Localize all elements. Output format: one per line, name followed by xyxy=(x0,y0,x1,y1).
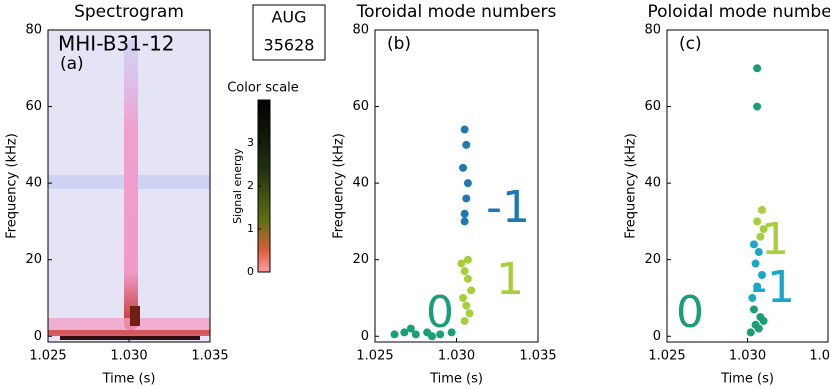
mode-point xyxy=(460,125,469,134)
mode-point xyxy=(463,274,472,283)
y-tick-label: 80 xyxy=(644,23,661,38)
y-tick-label: 40 xyxy=(352,176,369,191)
mode-point xyxy=(754,248,763,257)
colorbar-tick-label: 2 xyxy=(247,179,254,192)
spectrogram-image xyxy=(48,30,210,342)
label-box: AUG 35628 xyxy=(252,4,326,61)
x-tick-label: 1.035 xyxy=(809,349,830,364)
mode-point xyxy=(757,271,766,280)
mode-point xyxy=(756,232,765,241)
x-axis-label: Time (s) xyxy=(429,372,483,387)
mode-label: 1 xyxy=(761,214,789,265)
mode-point xyxy=(749,240,758,249)
mode-point xyxy=(748,293,757,302)
mode-point xyxy=(753,282,762,291)
y-tick-label: 60 xyxy=(352,99,369,114)
y-tick-label: 0 xyxy=(34,329,42,344)
panel-title: Poloidal mode numbers xyxy=(647,2,830,22)
shot-number: 35628 xyxy=(264,36,315,55)
mode-point xyxy=(400,328,409,337)
y-tick-label: 20 xyxy=(644,252,661,267)
panel-label: (c) xyxy=(679,34,702,54)
mode-point xyxy=(753,102,762,111)
mode-point xyxy=(460,217,469,226)
mode-point xyxy=(462,140,471,149)
y-axis-label: Frequency (kHz) xyxy=(332,133,347,239)
x-tick-label: 1.025 xyxy=(29,349,66,364)
panel-label: (a) xyxy=(60,54,84,74)
mode-point xyxy=(462,301,471,310)
mode-label: 0 xyxy=(426,287,454,338)
mode-label: 1 xyxy=(496,254,524,305)
mode-point xyxy=(428,332,437,341)
x-tick-label: 1.030 xyxy=(110,349,147,364)
x-tick-label: 1.035 xyxy=(191,349,228,364)
x-axis-label: Time (s) xyxy=(720,372,774,387)
y-axis-label: Frequency (kHz) xyxy=(5,133,20,239)
mode-label: -1 xyxy=(751,262,795,313)
colorbar-title: Color scale xyxy=(227,81,299,96)
mode-point xyxy=(406,324,415,333)
y-tick-label: 0 xyxy=(361,329,369,344)
mode-point xyxy=(746,328,755,337)
x-tick-label: 1.030 xyxy=(729,349,766,364)
mode-point xyxy=(457,259,466,268)
colorbar-tick-label: 3 xyxy=(247,136,254,149)
y-tick-label: 80 xyxy=(25,23,42,38)
mode-point xyxy=(749,305,758,314)
x-tick-label: 1.025 xyxy=(356,349,393,364)
mode-point xyxy=(753,64,762,73)
mode-point xyxy=(465,309,474,318)
mode-point xyxy=(462,194,471,203)
mode-point xyxy=(411,330,420,339)
y-tick-label: 60 xyxy=(25,99,42,114)
device: AUG xyxy=(271,8,306,27)
colorbar-label: Signal energy xyxy=(231,148,244,224)
y-tick-label: 0 xyxy=(653,329,661,344)
y-tick-label: 20 xyxy=(352,252,369,267)
mode-point xyxy=(460,209,469,218)
mode-point xyxy=(463,179,472,188)
panel-title: Toroidal mode numbers xyxy=(356,2,557,22)
mode-point xyxy=(390,330,399,339)
mode-label: 0 xyxy=(676,287,704,338)
mode-point xyxy=(459,163,468,172)
y-tick-label: 40 xyxy=(644,176,661,191)
mode-point xyxy=(447,328,456,337)
mode-point xyxy=(751,259,760,268)
mode-point xyxy=(754,324,763,333)
mode-point xyxy=(759,225,768,234)
y-tick-label: 20 xyxy=(25,252,42,267)
mode-point xyxy=(460,267,469,276)
mode-point xyxy=(436,330,445,339)
x-tick-label: 1.030 xyxy=(438,349,475,364)
mode-point xyxy=(463,255,472,264)
mode-point xyxy=(753,217,762,226)
mode-point xyxy=(467,286,476,295)
x-tick-label: 1.035 xyxy=(519,349,556,364)
probe-name: MHI-B31-12 xyxy=(58,32,175,56)
y-tick-label: 80 xyxy=(352,23,369,38)
y-tick-label: 60 xyxy=(644,99,661,114)
panel-title: Spectrogram xyxy=(74,2,184,22)
y-tick-label: 40 xyxy=(25,176,42,191)
y-axis-label: Frequency (kHz) xyxy=(624,133,639,239)
mode-point xyxy=(460,316,469,325)
x-axis-label: Time (s) xyxy=(102,372,156,387)
colorbar-tick-label: 0 xyxy=(247,265,254,278)
mode-point xyxy=(459,293,468,302)
colorbar-tick-label: 1 xyxy=(247,222,254,235)
panel-label: (b) xyxy=(387,34,411,54)
x-tick-label: 1.025 xyxy=(648,349,685,364)
mode-point xyxy=(759,316,768,325)
mode-point xyxy=(757,205,766,214)
mode-label: -1 xyxy=(486,182,530,233)
